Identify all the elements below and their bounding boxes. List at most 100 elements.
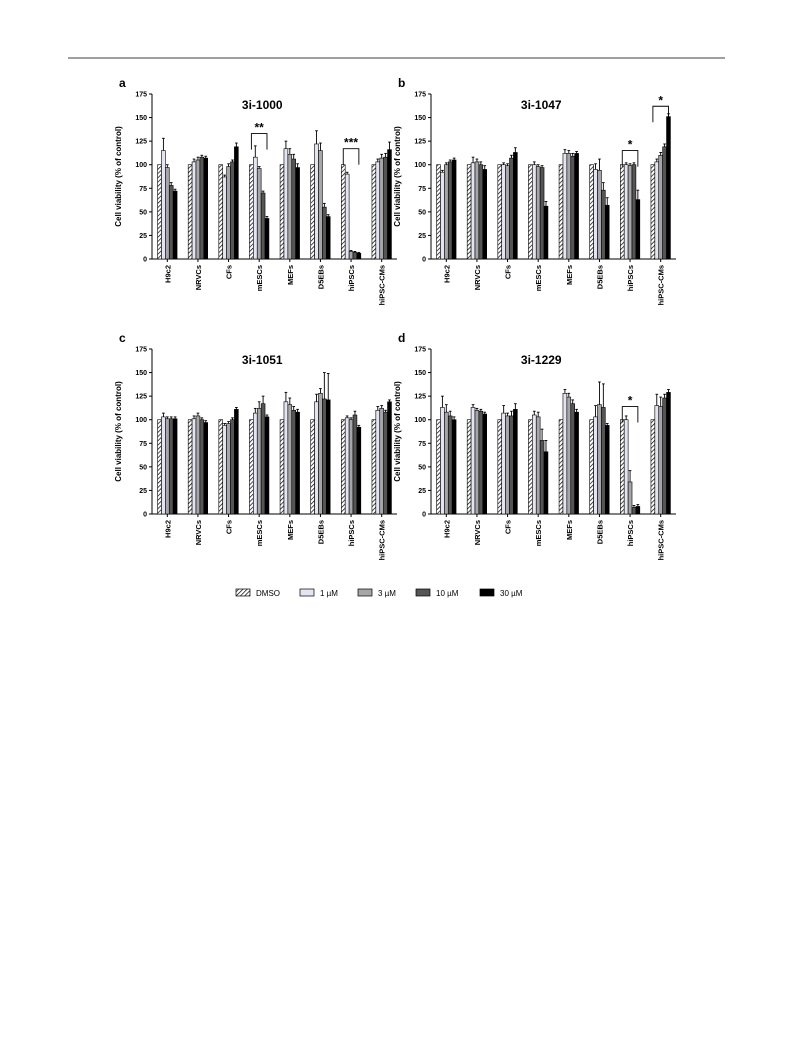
bar [344, 173, 350, 260]
bar [635, 506, 641, 515]
bar [168, 185, 174, 260]
bar [470, 407, 476, 515]
bar [623, 164, 629, 260]
bar [654, 405, 660, 515]
x-tick-label: NRVCs [473, 265, 482, 290]
bar [172, 418, 178, 515]
bar [352, 414, 358, 515]
bar [543, 451, 549, 515]
x-tick-label: NRVCs [194, 520, 203, 545]
y-tick-label: 50 [139, 209, 147, 216]
legend-swatch [479, 588, 495, 597]
bar [222, 176, 227, 260]
bar [344, 417, 350, 515]
bar [191, 161, 197, 260]
bar [574, 153, 579, 260]
x-tick-label: mESCs [255, 520, 264, 546]
y-tick-label: 100 [414, 417, 426, 424]
bar [283, 148, 289, 260]
bar [226, 423, 231, 515]
bar [318, 150, 323, 260]
legend-label: DMSO [256, 589, 280, 598]
y-tick-label: 150 [414, 115, 426, 122]
bar [287, 404, 293, 515]
bar [325, 216, 331, 260]
bar [249, 164, 254, 260]
y-tick-label: 75 [139, 186, 147, 193]
bar [570, 403, 575, 515]
bar [371, 164, 377, 260]
bar [501, 412, 506, 515]
bar [310, 419, 315, 515]
y-tick-label: 150 [135, 370, 147, 377]
bar [322, 206, 327, 260]
bar [295, 411, 300, 515]
bar [604, 425, 610, 515]
bar [627, 165, 633, 260]
bar [383, 411, 388, 515]
y-tick-label: 25 [139, 233, 147, 240]
bar [566, 153, 572, 260]
bar [356, 426, 362, 515]
legend-label: 1 µM [320, 589, 338, 598]
bar [279, 164, 285, 260]
bar [558, 164, 564, 260]
y-axis-label: Cell viability (% of control) [114, 126, 123, 227]
bar [295, 167, 300, 260]
bar [379, 408, 384, 515]
bar [539, 440, 545, 515]
legend-swatch [299, 588, 315, 597]
bar [623, 419, 629, 515]
bar [234, 409, 239, 515]
bar [635, 199, 641, 260]
x-tick-label: hiPSCs [347, 520, 356, 546]
bar [218, 164, 224, 260]
bar [230, 161, 235, 260]
x-tick-label: MEFs [565, 520, 574, 540]
legend-swatch [235, 588, 251, 597]
bar [387, 401, 392, 515]
bar [666, 116, 671, 260]
significance-bracket [621, 150, 639, 167]
bar [497, 419, 503, 515]
bar [505, 415, 510, 515]
bar [260, 403, 266, 515]
y-tick-label: 175 [414, 92, 426, 99]
y-axis-label: Cell viability (% of control) [393, 126, 402, 227]
bar [165, 418, 170, 515]
bar [444, 164, 449, 260]
bar [631, 507, 637, 515]
y-tick-label: 150 [135, 115, 147, 122]
bar [283, 401, 289, 515]
bar [348, 251, 354, 260]
y-tick-label: 150 [414, 370, 426, 377]
y-tick-label: 125 [414, 139, 426, 146]
bar [528, 419, 533, 515]
bar [447, 415, 453, 515]
significance-label: * [658, 93, 663, 107]
bar [253, 412, 258, 515]
y-tick-label: 100 [135, 417, 147, 424]
bar [562, 153, 568, 260]
x-tick-label: H9c2 [442, 265, 451, 283]
x-tick-label: hiPSC-CMs [657, 265, 666, 305]
bar [253, 156, 258, 260]
bar [451, 419, 457, 515]
bar [191, 418, 197, 515]
y-tick-label: 50 [418, 209, 426, 216]
significance-label: *** [344, 136, 358, 150]
bar [256, 408, 262, 515]
y-tick-label: 25 [418, 488, 426, 495]
bar [589, 419, 594, 515]
significance-label: * [628, 138, 633, 152]
y-tick-label: 0 [422, 512, 426, 519]
bar [654, 161, 660, 260]
x-tick-label: hiPSCs [347, 265, 356, 291]
bar [570, 155, 575, 260]
bar [593, 169, 598, 260]
bar [658, 154, 663, 260]
bar [604, 204, 610, 260]
y-tick-label: 0 [422, 257, 426, 264]
bar [291, 158, 296, 260]
bar [314, 143, 319, 260]
